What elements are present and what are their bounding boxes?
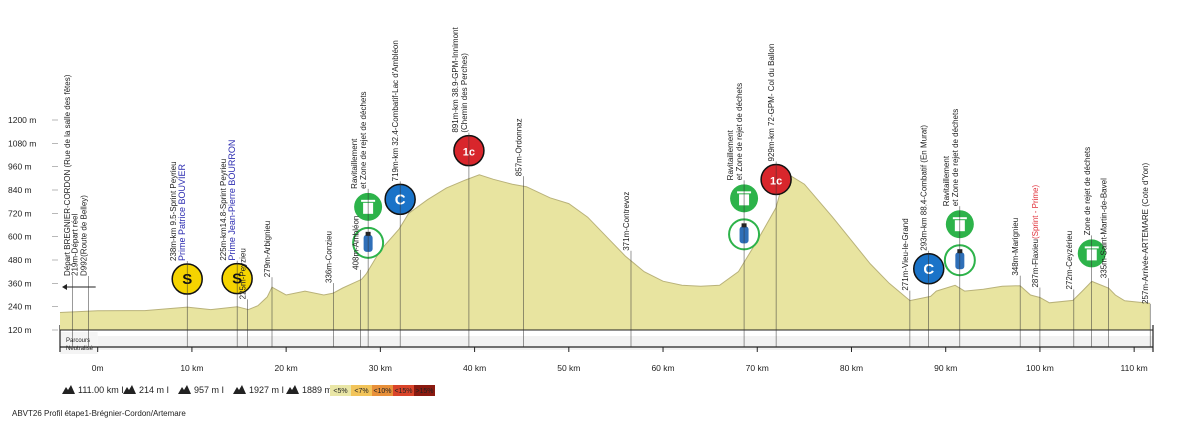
annotation-label: 257m-Arrivée-ARTEMARE (Cote d'Yon) [1141,163,1150,304]
profile-line [59,171,1151,313]
y-tick-label: 840 m [8,185,32,195]
stat-icon [286,385,299,394]
annotation-label: 272m-Ceyzérieu [1065,231,1074,290]
stat-icon [233,385,246,394]
annotation-label: D992(Route de Belley) [79,195,88,276]
neutral-label: Parcours [66,338,90,344]
stat: 1889 m I [302,385,337,395]
x-tick-label: 50 km [557,363,580,373]
annotation-label: Prime Jean-Pierre BOURRON [227,140,237,261]
annotation-label: Départ BREGNIER-CORDON (Rue de la salle … [63,74,72,276]
legend-swatch [414,385,435,396]
legend-label: <7% [354,388,368,395]
annotation-label: 271m-Vieu-le-Grand [901,218,910,290]
stat: 111.00 km I [78,385,124,395]
annotation-label: et Zone de rejet de déchets [951,109,960,206]
x-tick-label: 60 km [651,363,674,373]
y-tick-label: 240 m [8,302,32,312]
y-tick-label: 600 m [8,232,32,242]
annotation-label: Zone de rejet de déchets [1083,147,1092,236]
stat-icon [62,385,75,394]
stat: 1927 m I [249,385,284,395]
annotation-label: 238m-km 9.5-Sprint Peyrieu [169,161,178,261]
annotation-label: 348m-Marignieu [1011,218,1020,276]
y-tick-label: 480 m [8,255,32,265]
stat: 214 m I [139,385,169,395]
x-tick-label: 40 km [463,363,486,373]
x-tick-label: 30 km [369,363,392,373]
stat-icon [123,385,136,394]
neutral-label: Neutralisé [66,346,94,352]
x-tick-label: 110 km [1121,363,1148,373]
annotation-label: 225m-Peyzieu [239,248,248,299]
footer: ABVT26 Profil étape1-Brégnier-Cordon/Art… [12,409,186,418]
y-tick-label: 120 m [8,325,32,335]
annotation-label: Prime Patrice BOUVIER [177,164,187,262]
legend-label: <10% [373,388,391,395]
profile-area [60,172,1151,330]
y-tick-label: 1200 m [8,115,36,125]
annotation-label: 408m-Ambléon [352,216,361,270]
x-tick-label: 90 km [934,363,957,373]
arrow-head [62,284,67,290]
annotation-label: 719m-km 32.4-Combatif-Lac d'Ambléon [391,40,400,181]
annotation-label: et Zone de rejet de déchets [359,91,368,188]
annotation-part: (Sprint - Prime) [1031,184,1040,239]
annotation-label: 225m-km14.8-Sprint Peyrieu [219,159,228,261]
x-tick-label: 10 km [180,363,203,373]
annotation-label: 293m-km 88.4-Combatif (En Murat) [920,125,929,251]
annotation-label: 279m-Arbignieu [263,221,272,277]
annotation-label: 219m-Départ réel [70,214,79,276]
annotation-label: 336m-Conzieu [324,231,333,283]
legend-label: >15% [415,388,433,395]
annotation-label: (Chemin des Perches) [460,53,469,133]
legend-swatch [372,385,393,396]
annotation-label: Ravitaillement [726,129,735,180]
annotation-label: 891m-km 38.9-GPM-Innimont [451,27,460,133]
legend-swatch [393,385,414,396]
y-tick-label: 360 m [8,278,32,288]
annotation-label: 371m-Contrevoz [622,192,631,251]
x-tick-label: 0m [92,363,104,373]
x-tick-label: 100 km [1026,363,1054,373]
annotation-label: Ravitaillement [942,155,951,206]
annotation-label: 335m-Saint-Martin-de-Bavel [1100,178,1109,278]
legend-label: <5% [333,388,347,395]
stat: 957 m I [194,385,224,395]
legend-swatch [351,385,372,396]
x-tick-label: 80 km [840,363,863,373]
annotation-label: 929m-km 72-GPM- Col du Ballon [767,44,776,162]
legend-label: <15% [394,388,412,395]
annotation-part: 287m-Flaxieu [1031,239,1040,287]
annotation-label: Ravitaillement [350,138,359,189]
y-tick-label: 720 m [8,208,32,218]
legend-swatch [330,385,351,396]
annotation-label: 287m-Flaxieu(Sprint - Prime) [1031,184,1040,287]
y-tick-label: 1080 m [8,138,36,148]
route-band [97,336,1153,350]
annotation-label: et Zone de rejet de déchets [735,83,744,180]
annotation-label: 857m-Ordonnaz [515,118,524,176]
y-tick-label: 960 m [8,162,32,172]
x-tick-label: 70 km [746,363,769,373]
stat-icon [178,385,191,394]
x-tick-label: 20 km [275,363,298,373]
